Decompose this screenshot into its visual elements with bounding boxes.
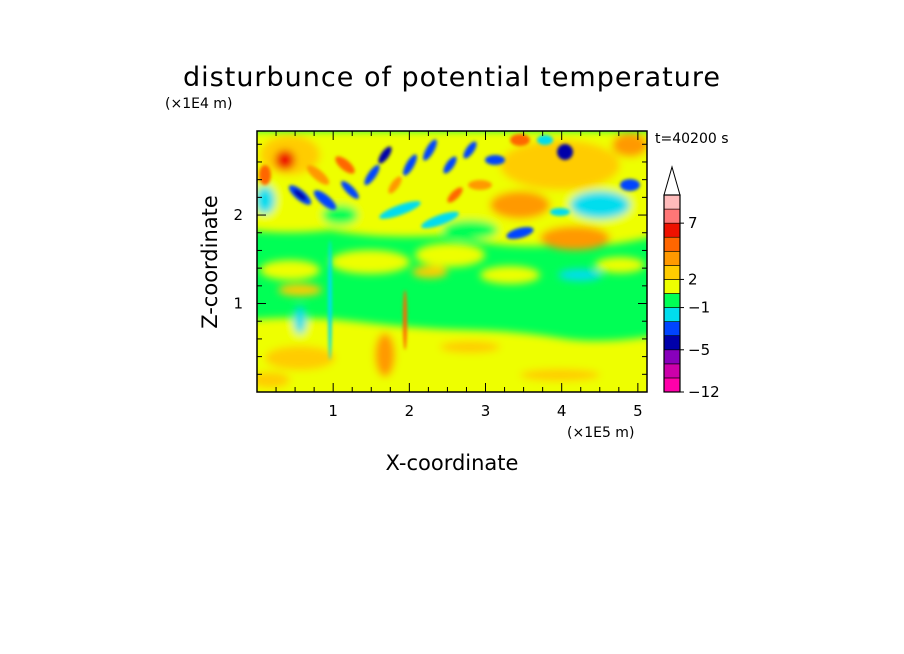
colorbar-segment xyxy=(663,307,681,322)
colorbar-label: −12 xyxy=(688,383,720,401)
colorbar-segment xyxy=(663,335,681,351)
colorbar-segment xyxy=(663,208,681,224)
chart-title: disturbunce of potential temperature xyxy=(183,62,721,93)
x-tick-label: 3 xyxy=(481,402,491,420)
colorbar-segment xyxy=(663,279,681,294)
y-axis-label: Z-coordinate xyxy=(198,195,222,329)
colorbar-segment xyxy=(663,236,681,252)
colorbar-segment xyxy=(663,349,681,365)
x-axis-label: X-coordinate xyxy=(386,451,519,475)
plot-frame xyxy=(256,130,648,393)
x-tick-label: 4 xyxy=(557,402,567,420)
time-label: t=40200 s xyxy=(655,131,729,147)
colorbar-segment xyxy=(663,321,681,337)
colorbar-segment xyxy=(663,377,681,393)
y-unit-label: (×1E4 m) xyxy=(165,96,232,112)
x-tick-label: 1 xyxy=(328,402,338,420)
y-tick-label: 2 xyxy=(233,206,243,224)
colorbar-segment xyxy=(663,363,681,379)
colorbar-label: 7 xyxy=(688,214,698,232)
x-tick-label: 2 xyxy=(405,402,415,420)
y-tick-label: 1 xyxy=(233,295,243,313)
axis-ticks: 1 2 3 4 5 1 2 xyxy=(233,131,647,420)
colorbar-extend-arrow xyxy=(663,165,681,196)
contour-field xyxy=(257,131,647,392)
colorbar-segment xyxy=(663,222,681,238)
colorbar-label: 2 xyxy=(688,270,698,288)
x-tick-label: 5 xyxy=(633,402,643,420)
colorbar-label: −5 xyxy=(688,341,710,359)
colorbar-segment xyxy=(663,293,681,308)
colorbar: 7 2 −1 −5 −12 xyxy=(663,165,720,401)
colorbar-segment xyxy=(663,194,681,210)
x-unit-label: (×1E5 m) xyxy=(567,425,634,441)
colorbar-segment xyxy=(663,265,681,280)
colorbar-frame xyxy=(663,194,681,393)
colorbar-label: −1 xyxy=(688,299,710,317)
colorbar-segment xyxy=(663,250,681,266)
